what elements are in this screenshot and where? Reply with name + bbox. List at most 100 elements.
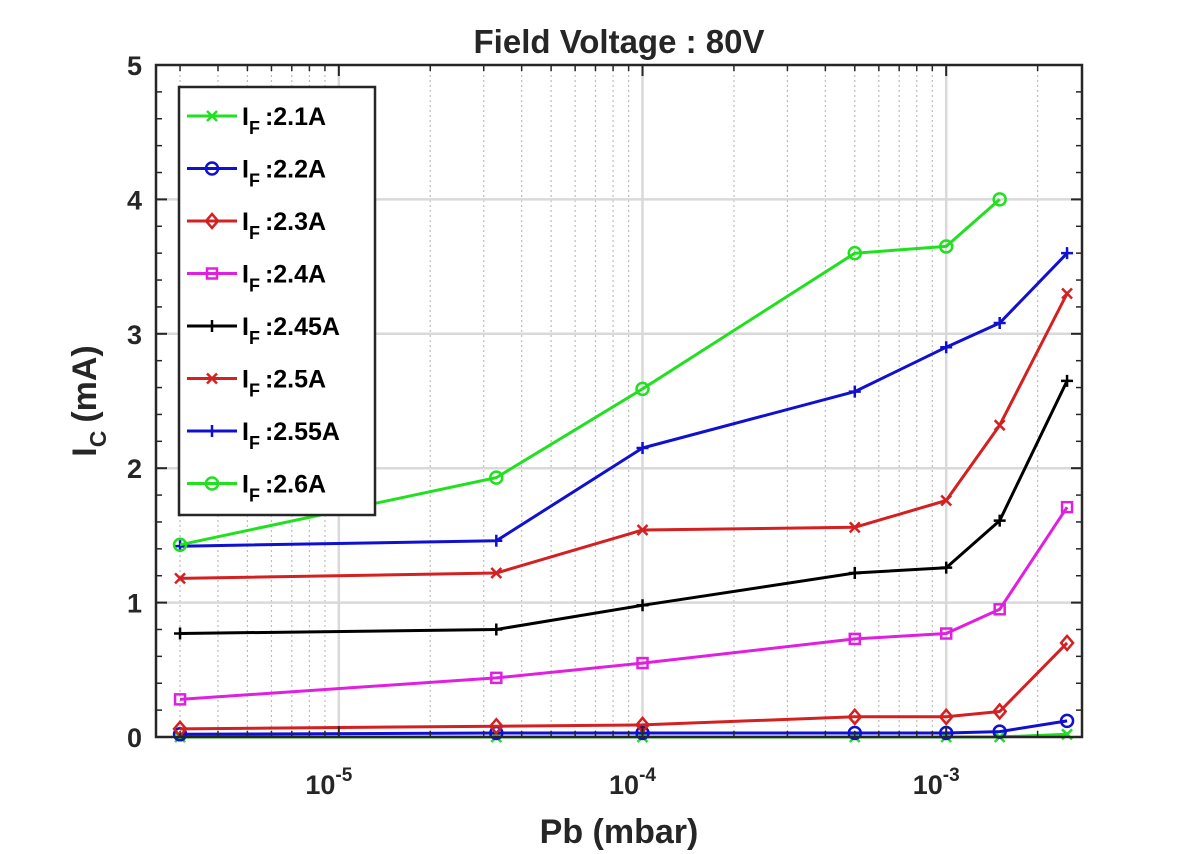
series-2.55A bbox=[174, 247, 1074, 553]
plot-frame bbox=[154, 63, 1084, 739]
legend-marker bbox=[204, 212, 220, 230]
legend-label-sub: F bbox=[249, 118, 260, 138]
chart-title: Field Voltage : 80V bbox=[474, 23, 765, 60]
legend-marker bbox=[204, 476, 220, 491]
data-point bbox=[848, 567, 861, 580]
legend-entry: IF:2.2A bbox=[187, 156, 326, 191]
data-point bbox=[174, 572, 186, 585]
x-tick-label: 10-5 bbox=[305, 765, 352, 800]
legend-entry: IF:2.4A bbox=[187, 261, 326, 296]
legend-marker bbox=[206, 425, 218, 437]
data-point bbox=[848, 521, 861, 534]
y-tick-label: 5 bbox=[127, 51, 142, 81]
legend-label-value: :2.45A bbox=[265, 313, 340, 341]
legend-entry: IF:2.3A bbox=[187, 208, 326, 243]
legend-label-value: :2.2A bbox=[265, 156, 326, 184]
data-point bbox=[490, 567, 503, 579]
legend-label-sub: F bbox=[249, 381, 260, 401]
legend-label: IF:2.2A bbox=[242, 156, 326, 191]
x-tick-label-base: 10 bbox=[913, 770, 943, 800]
x-tick-label-exponent: -4 bbox=[639, 765, 656, 786]
data-point bbox=[938, 239, 954, 254]
y-axis-label-sub: C bbox=[85, 431, 111, 448]
data-point bbox=[992, 192, 1007, 207]
legend: IF:2.1AIF:2.2AIF:2.3AIF:2.4AIF:2.45AIF:2… bbox=[177, 85, 377, 517]
legend-marker bbox=[206, 372, 218, 385]
data-point bbox=[1061, 374, 1074, 387]
data-point bbox=[636, 656, 649, 670]
legend-box bbox=[177, 85, 377, 517]
data-point bbox=[1061, 247, 1074, 260]
data-point bbox=[993, 419, 1006, 432]
x-axis-label: Pb (mbar) bbox=[540, 813, 699, 851]
data-point bbox=[938, 707, 954, 726]
data-point bbox=[848, 385, 861, 398]
data-point bbox=[940, 561, 953, 574]
data-point bbox=[490, 623, 503, 636]
legend-label-sub: F bbox=[249, 223, 260, 243]
legend-label-prefix: I bbox=[242, 103, 249, 131]
data-point bbox=[847, 707, 863, 726]
data-point bbox=[172, 537, 188, 553]
data-point bbox=[993, 317, 1006, 330]
y-tick-label: 0 bbox=[127, 723, 142, 753]
legend-label: IF:2.1A bbox=[242, 103, 326, 138]
series-line bbox=[179, 506, 1069, 701]
legend-entry: IF:2.55A bbox=[187, 418, 340, 453]
data-point bbox=[490, 534, 503, 547]
y-tick-label: 3 bbox=[127, 320, 142, 350]
data-point bbox=[993, 603, 1006, 616]
data-point bbox=[939, 627, 953, 640]
legend-label: IF:2.6A bbox=[242, 471, 326, 506]
data-point bbox=[174, 627, 187, 640]
data-point bbox=[636, 599, 649, 612]
legend-label-sub: F bbox=[249, 328, 260, 348]
series-line bbox=[179, 198, 1001, 547]
data-point bbox=[847, 245, 863, 261]
legend-label-prefix: I bbox=[242, 471, 249, 499]
legend-marker bbox=[206, 110, 218, 122]
legend-label: IF:2.3A bbox=[242, 208, 326, 243]
legend-label-value: :2.3A bbox=[265, 208, 326, 236]
data-point bbox=[1059, 713, 1075, 729]
series-2.6A bbox=[172, 192, 1007, 553]
data-point bbox=[940, 494, 953, 507]
data-point bbox=[636, 442, 649, 455]
x-tick-label: 10-3 bbox=[913, 765, 960, 800]
data-point bbox=[489, 470, 504, 485]
y-tick-label: 1 bbox=[127, 589, 142, 619]
data-point bbox=[992, 702, 1008, 721]
legend-label-prefix: I bbox=[242, 313, 249, 341]
data-point bbox=[847, 725, 863, 741]
legend-label: IF:2.45A bbox=[242, 313, 340, 348]
legend-marker bbox=[204, 161, 220, 176]
series-line bbox=[179, 641, 1069, 731]
legend-label-value: :2.4A bbox=[265, 261, 326, 289]
data-point bbox=[1060, 500, 1074, 514]
legend-label-sub: F bbox=[249, 276, 260, 296]
legend-label-sub: F bbox=[249, 433, 260, 453]
y-axis-label-unit: (mA) bbox=[66, 345, 104, 422]
legend-label-value: :2.55A bbox=[265, 418, 340, 446]
legend-label-prefix: I bbox=[242, 156, 249, 184]
legend-label: IF:2.5A bbox=[242, 366, 326, 401]
legend-label: IF:2.4A bbox=[242, 261, 326, 296]
y-tick-label: 4 bbox=[127, 185, 142, 215]
x-tick-label-exponent: -5 bbox=[335, 765, 352, 786]
data-point bbox=[636, 524, 649, 536]
data-point bbox=[1059, 633, 1075, 652]
series-group bbox=[172, 192, 1075, 743]
legend-label-value: :2.1A bbox=[265, 103, 326, 131]
legend-label-prefix: I bbox=[242, 208, 249, 236]
legend-label-value: :2.6A bbox=[265, 471, 326, 499]
data-point bbox=[940, 341, 953, 354]
data-point bbox=[490, 671, 503, 685]
y-axis-label: IC (mA) bbox=[66, 345, 111, 457]
legend-entry: IF:2.1A bbox=[187, 103, 326, 138]
legend-label-prefix: I bbox=[242, 261, 249, 289]
legend-entry: IF:2.45A bbox=[187, 313, 340, 348]
y-tick-label: 2 bbox=[127, 454, 142, 484]
data-point bbox=[993, 514, 1006, 527]
series-2.45A bbox=[174, 374, 1074, 640]
